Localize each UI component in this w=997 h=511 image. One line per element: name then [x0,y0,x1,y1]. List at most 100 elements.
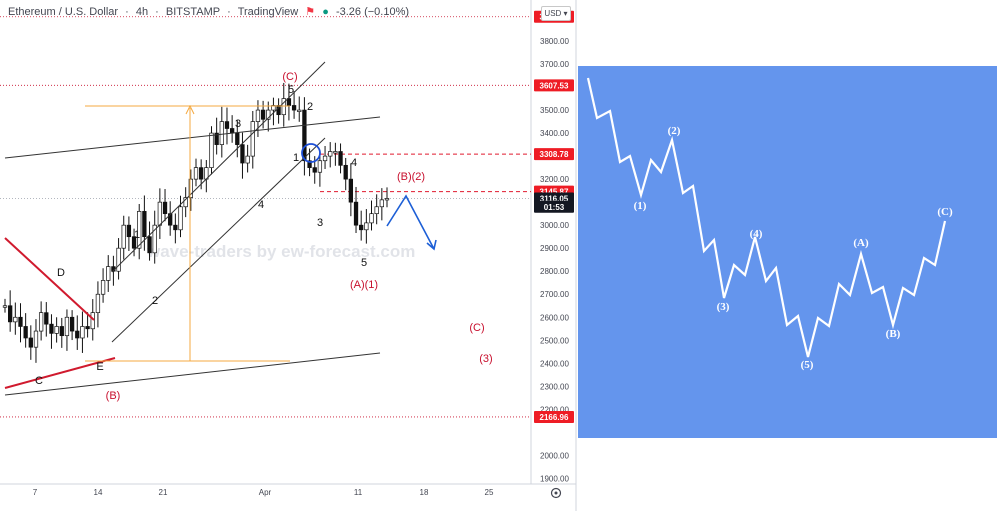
measure-arrow-head [185,104,195,115]
candle-body [322,155,328,162]
candle-body [338,151,343,166]
candle-body [359,224,364,231]
candle-body [260,109,266,120]
candle-body [64,316,70,337]
x-tick-label: 21 [159,488,168,497]
candle-body [219,121,224,145]
candle-body [255,109,261,122]
candle-body [90,312,95,330]
wave-sequence-line [586,77,947,358]
exchange: BITSTAMP [165,6,221,18]
x-tick-label: 18 [420,488,429,497]
price-tag: 3607.53 [534,79,574,92]
settings-gear-icon[interactable] [550,487,562,499]
x-tick-label: Apr [259,488,272,497]
lower-triangle-line [4,352,381,396]
sequence-wave-label: (1) [634,200,647,212]
y-tick-label: 2400.00 [540,359,569,368]
x-tick-label: 7 [33,488,38,497]
sequence-wave-label: (A) [853,237,869,249]
candle-body [80,326,85,339]
wave-degree-label: (A)(1) [350,279,378,291]
sequence-wave-label: (3) [717,301,730,313]
flag-icon[interactable]: ⚑ [305,6,316,18]
candle-body [286,98,292,106]
wave-label: C [35,375,43,387]
wave-degree-label: (C) [282,71,297,83]
wave-degree-label: (B)(2) [397,171,425,183]
x-tick-label: 25 [485,488,494,497]
candle-body [95,293,101,314]
wave-label: 4 [258,199,264,211]
currency-label: USD [544,9,562,18]
wave-label: 2 [307,101,313,113]
sequence-wave-label: (5) [801,359,814,371]
candle-body [23,326,28,339]
y-tick-label: 3700.00 [540,60,569,69]
candle-body [152,224,157,254]
header-separator: · [155,6,159,18]
wave-label: 1 [134,229,140,241]
candle-body [281,98,286,116]
candle-body [379,199,384,208]
y-tick-label: 3800.00 [540,37,569,46]
wave-label: 2 [152,295,158,307]
candle-body [2,305,8,308]
svg-text:2166.96: 2166.96 [540,413,569,422]
y-tick-label: 2900.00 [540,244,569,253]
candle-body [199,167,204,180]
y-tick-label: 2600.00 [540,313,569,322]
candle-body [214,132,219,145]
y-tick-label: 3400.00 [540,129,569,138]
candle-body [343,164,348,180]
y-tick-label: 2700.00 [540,290,569,299]
candle-body [209,132,214,168]
candle-body [121,224,126,249]
candle-body [38,312,44,332]
candle-body [193,167,199,180]
candle-body [147,236,152,254]
header-separator: · [125,6,129,18]
candle-body [162,201,168,215]
wave-label: 3 [235,118,241,130]
candle-body [374,206,379,215]
candle-body [131,236,137,249]
candle-body [173,224,178,231]
symbol-name[interactable]: Ethereum / U.S. Dollar [8,6,119,18]
wave-e-line [4,357,116,389]
breakout-highlight-circle [301,143,321,163]
y-tick-label: 2200.00 [540,405,569,414]
interval[interactable]: 4h [135,6,149,18]
upper-triangle-line [4,116,381,159]
y-tick-label: 2500.00 [540,336,569,345]
candle-body [33,330,39,348]
y-tick-label: 2300.00 [540,382,569,391]
svg-text:3607.53: 3607.53 [540,81,569,90]
currency-dropdown[interactable]: USD ▾ [541,6,571,21]
wave-label: 5 [288,84,294,96]
candle-body [271,105,276,111]
channel-lower-line [111,137,326,343]
candle-body [317,160,323,173]
candle-body [142,211,147,238]
candle-body [384,198,390,201]
svg-text:01:53: 01:53 [544,203,565,212]
chart-header: Ethereum / U.S. Dollar · 4h · BITSTAMP ·… [8,5,413,18]
candle-body [18,316,23,327]
svg-text:3116.05: 3116.05 [540,194,569,203]
wave-label: 5 [361,257,367,269]
candle-body [44,312,49,325]
y-tick-label: 2800.00 [540,267,569,276]
candle-body [348,178,354,203]
candle-body [312,167,317,173]
channel-upper-line [111,61,326,273]
candle-body [188,178,193,198]
candle-body [307,160,312,168]
watermark: wave-traders by ew-forecast.com [146,242,415,261]
sequence-wave-label: (B) [886,328,901,340]
candle-body [328,151,333,157]
candle-body [291,105,297,111]
sequence-wave-label: (4) [750,228,763,240]
price-tag: 2166.96 [534,410,574,423]
candle-body [116,247,121,272]
